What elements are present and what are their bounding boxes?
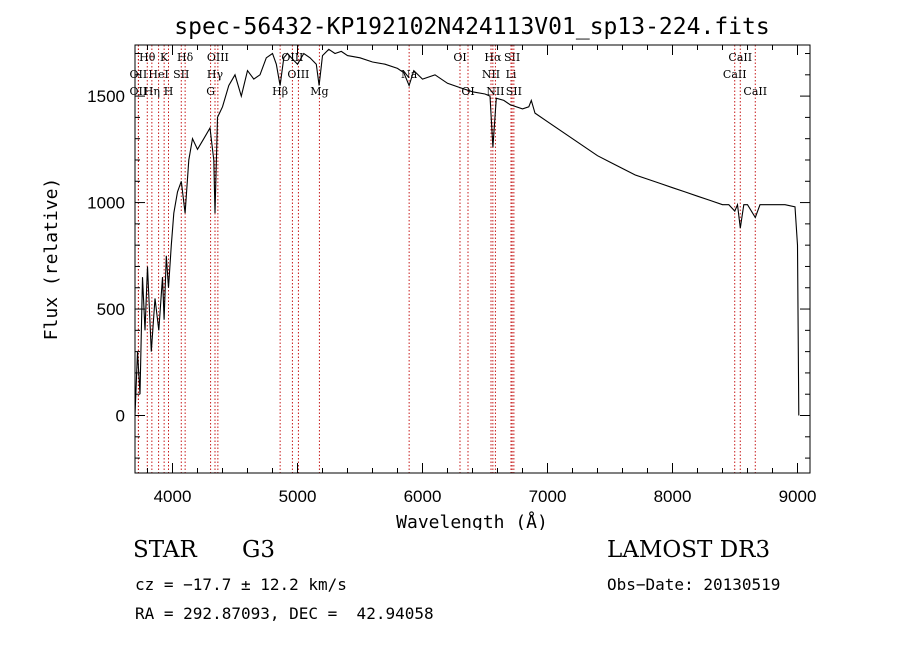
x-tick-label: 7000 bbox=[529, 487, 567, 506]
line-label: NII bbox=[486, 85, 504, 98]
line-label: G bbox=[206, 85, 215, 98]
line-label: Hη bbox=[144, 85, 160, 98]
line-label: Hγ bbox=[207, 68, 224, 81]
line-label: OI bbox=[453, 51, 466, 64]
line-label: OII bbox=[130, 85, 148, 98]
line-label: Li bbox=[506, 68, 517, 81]
chart-title: spec-56432-KP192102N424113V01_sp13-224.f… bbox=[174, 14, 769, 40]
line-label: K bbox=[160, 51, 169, 64]
line-label: CaII bbox=[728, 51, 752, 64]
x-tick-label: 9000 bbox=[779, 487, 817, 506]
x-axis-label: Wavelength (Å) bbox=[396, 511, 548, 530]
line-label: H bbox=[164, 85, 174, 98]
survey-name: LAMOST DR3 bbox=[607, 537, 771, 563]
line-label: CaII bbox=[743, 85, 767, 98]
redshift-velocity: cz = −17.7 ± 12.2 km/s bbox=[135, 575, 347, 594]
line-label: Hα bbox=[484, 51, 502, 64]
x-tick-label: 5000 bbox=[279, 487, 317, 506]
x-tick-label: 6000 bbox=[404, 487, 442, 506]
x-tick-label: 8000 bbox=[654, 487, 692, 506]
line-label: SII bbox=[173, 68, 189, 81]
line-label: OIII bbox=[207, 51, 229, 64]
line-label: Hβ bbox=[272, 85, 288, 98]
y-tick-label: 0 bbox=[116, 407, 125, 426]
line-label: OIII bbox=[287, 68, 309, 81]
y-tick-label: 1000 bbox=[87, 194, 125, 213]
spectrum-line bbox=[134, 48, 800, 416]
line-label: Mg bbox=[310, 85, 328, 98]
axis-ticks: 4000 5000 6000 7000 8000 9000 0 500 1000 1500 bbox=[87, 45, 816, 506]
line-label: CaII bbox=[723, 68, 747, 81]
spectrum-chart: spec-56432-KP192102N424113V01_sp13-224.f… bbox=[41, 14, 816, 530]
observation-date: Obs−Date: 20130519 bbox=[607, 575, 781, 594]
line-label: SII bbox=[504, 51, 520, 64]
plot-frame bbox=[134, 44, 811, 474]
line-label: Hδ bbox=[177, 51, 194, 64]
line-label: SII bbox=[506, 85, 522, 98]
line-label: NII bbox=[482, 68, 500, 81]
coordinates: RA = 292.87093, DEC = 42.94058 bbox=[135, 604, 434, 623]
line-label: Hθ bbox=[139, 51, 156, 64]
object-subclass: G3 bbox=[242, 537, 276, 563]
object-class: STAR bbox=[133, 537, 197, 563]
x-tick-label: 4000 bbox=[154, 487, 192, 506]
line-label: Na bbox=[401, 68, 418, 81]
y-axis-label: Flux (relative) bbox=[41, 178, 62, 341]
line-label: OI bbox=[461, 85, 474, 98]
y-tick-label: 500 bbox=[97, 300, 125, 319]
y-tick-label: 1500 bbox=[87, 87, 125, 106]
